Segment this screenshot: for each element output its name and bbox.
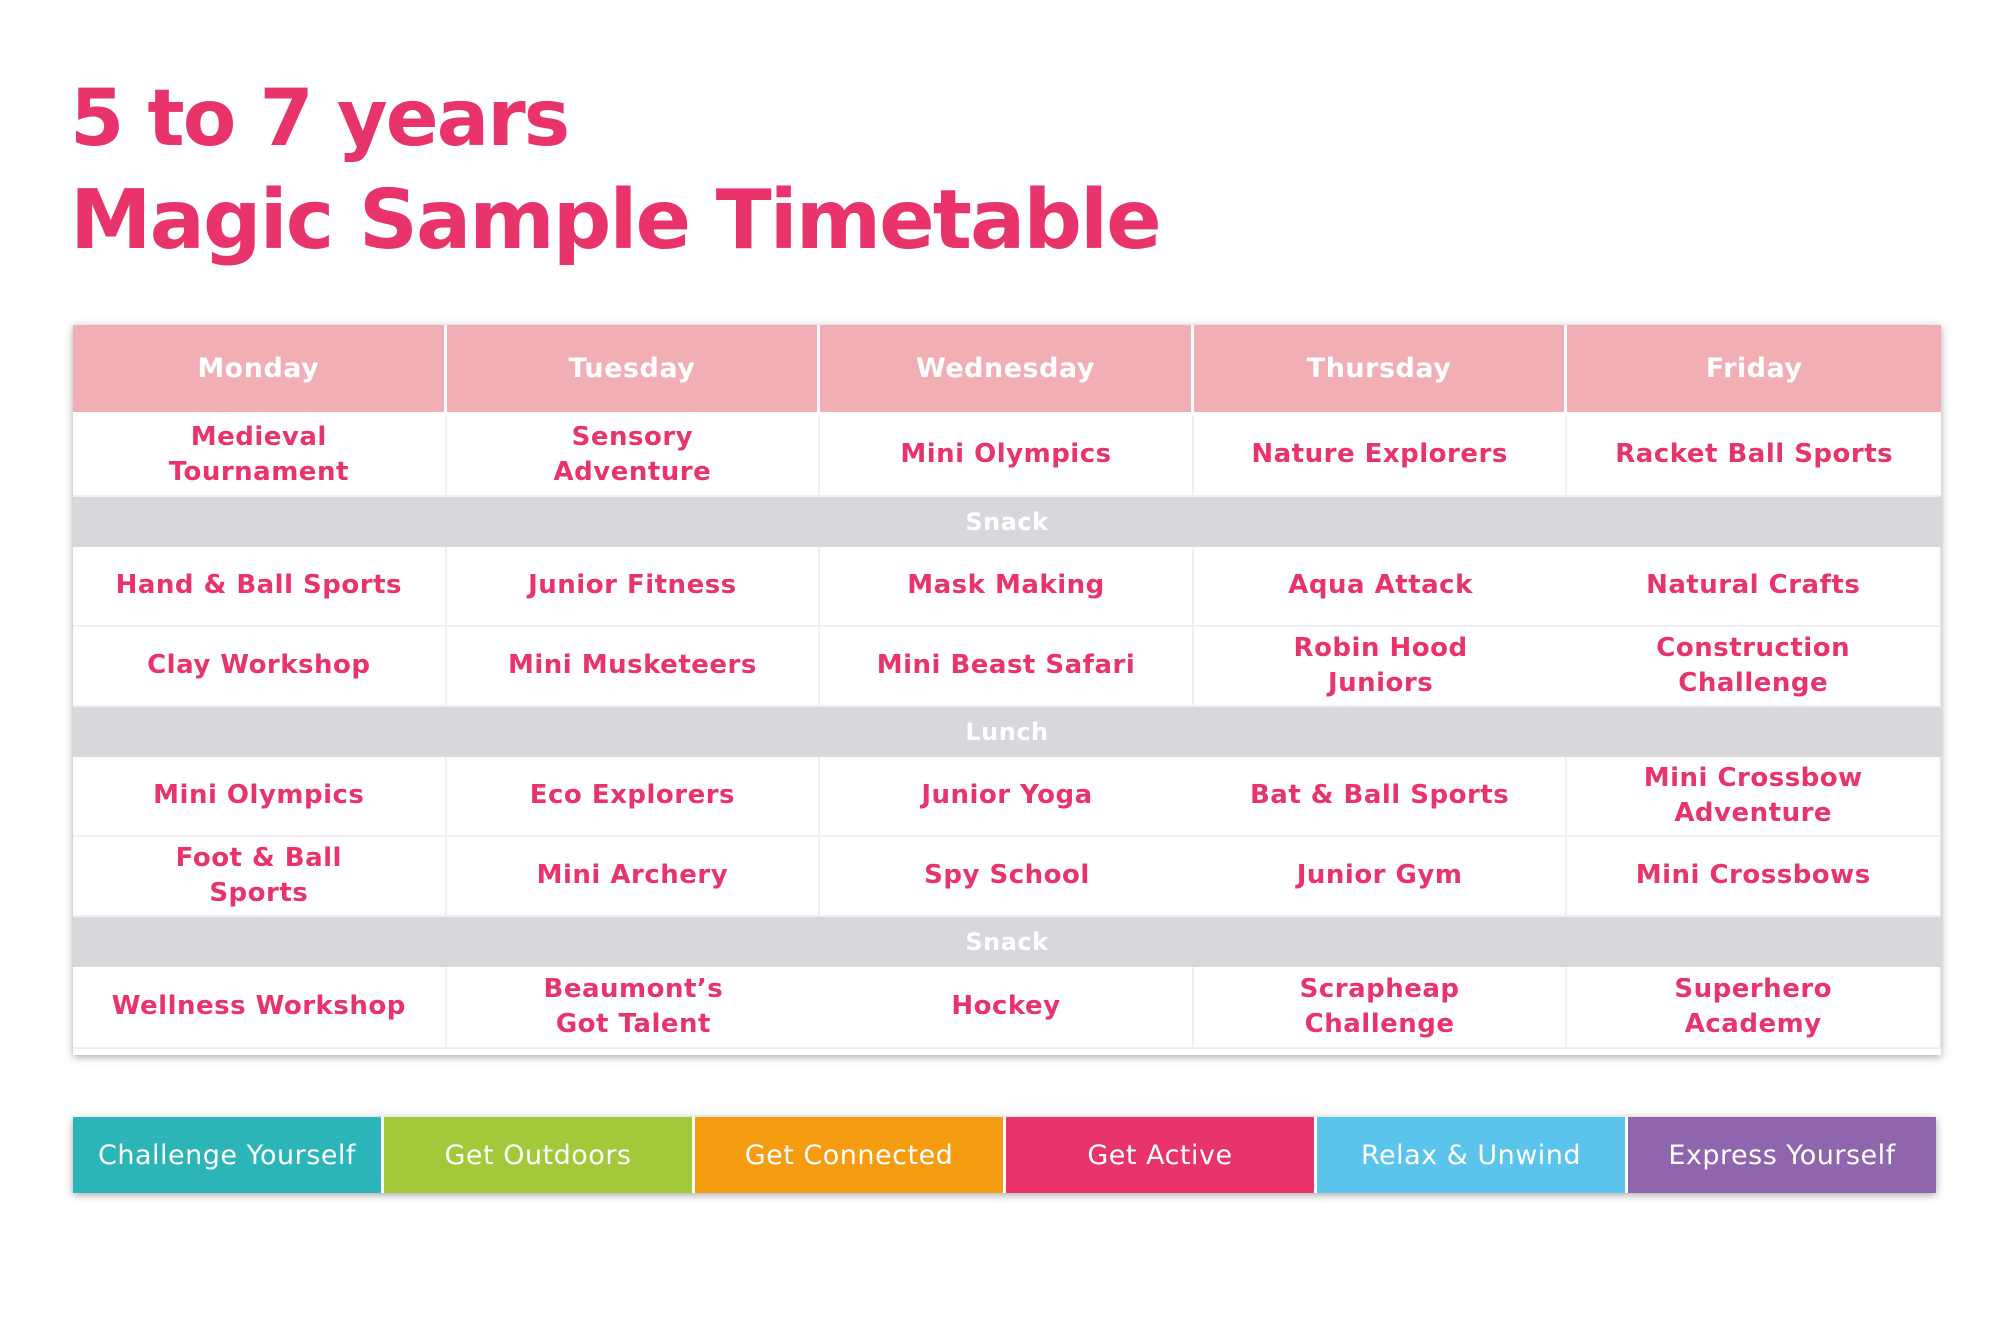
activity-cell: Mini Olympics [820,415,1194,497]
activity-cell: Foot & Ball Sports [73,837,447,917]
activity-cell: Mini Olympics [73,757,447,837]
activity-cell: Aqua Attack [1193,547,1568,627]
day-header-thursday: Thursday [1193,325,1568,415]
activity-cell: Eco Explorers [446,757,821,837]
activity-cell: Mask Making [820,547,1194,627]
break-row-snack: Snack [73,497,1941,547]
activity-cell: Sensory Adventure [446,415,821,497]
title-block: 5 to 7 years Magic Sample Timetable [70,80,1370,262]
activity-cell: Beaumont’s Got Talent [446,967,821,1049]
activity-cell: Hockey [820,967,1194,1049]
day-header-friday: Friday [1567,325,1941,415]
activity-cell: Mini Musketeers [446,627,821,707]
day-header-wednesday: Wednesday [820,325,1194,415]
activity-cell: Junior Fitness [446,547,821,627]
activity-cell: Junior Gym [1193,837,1568,917]
page-title: Magic Sample Timetable [70,173,1162,268]
activity-cell: Spy School [820,837,1194,917]
activity-cell: Construction Challenge [1567,627,1941,707]
activity-cell: Clay Workshop [73,627,447,707]
activity-cell: Mini Crossbows [1567,837,1941,917]
activity-cell: Superhero Academy [1567,967,1941,1049]
activity-cell: Mini Beast Safari [820,627,1194,707]
break-row-lunch: Lunch [73,707,1941,757]
activity-cell: Mini Archery [446,837,821,917]
activity-cell: Racket Ball Sports [1567,415,1941,497]
break-row-snack: Snack [73,917,1941,967]
age-range-title: 5 to 7 years [70,74,570,164]
legend-item-get-active: Get Active [1006,1117,1317,1193]
timetable-grid: Monday Tuesday Wednesday Thursday Friday Medi… [73,325,1941,1055]
legend-item-relax-unwind: Relax & Unwind [1317,1117,1628,1193]
category-legend: Challenge Yourself Get Outdoors Get Connec… [73,1117,1936,1193]
day-header-tuesday: Tuesday [446,325,821,415]
activity-cell: Mini Crossbow Adventure [1567,757,1941,837]
activity-cell: Nature Explorers [1193,415,1568,497]
activity-cell: Scrapheap Challenge [1193,967,1568,1049]
legend-item-get-connected: Get Connected [695,1117,1006,1193]
activity-cell: Hand & Ball Sports [73,547,447,627]
legend-item-express-yourself: Express Yourself [1628,1117,1936,1193]
timetable: Monday Tuesday Wednesday Thursday Friday Medi… [73,325,1941,1055]
activity-cell: Junior Yoga [820,757,1194,837]
activity-cell: Natural Crafts [1567,547,1941,627]
activity-cell: Bat & Ball Sports [1193,757,1568,837]
legend-item-get-outdoors: Get Outdoors [384,1117,695,1193]
day-header-monday: Monday [73,325,447,415]
activity-cell: Wellness Workshop [73,967,447,1049]
legend-item-challenge-yourself: Challenge Yourself [73,1117,384,1193]
activity-cell: Medieval Tournament [73,415,447,497]
activity-cell: Robin Hood Juniors [1193,627,1568,707]
